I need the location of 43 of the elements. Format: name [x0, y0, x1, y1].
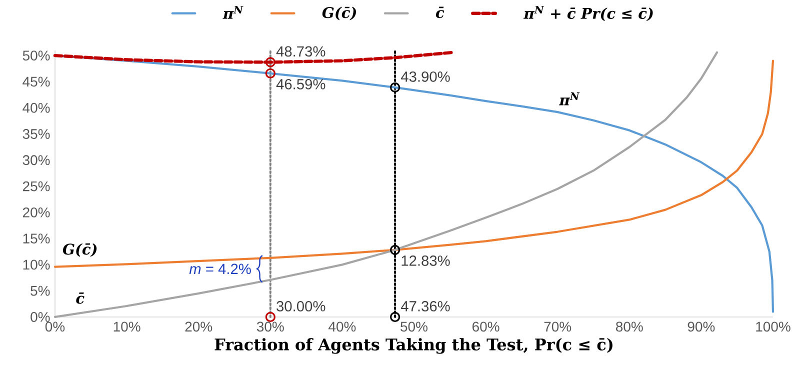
- point: [390, 244, 400, 255]
- data-label: 48.73%: [276, 46, 326, 57]
- y-tick-label: 30%: [22, 155, 50, 166]
- y-tick-label: 10%: [23, 260, 50, 270]
- point: [265, 312, 276, 322]
- annotation: 47.36%: [400, 301, 450, 312]
- point: [390, 82, 400, 93]
- x-tick-label: 30%: [256, 322, 284, 332]
- y-tick-label: 35%: [22, 129, 50, 139]
- x-tick-label: 60%: [472, 322, 500, 332]
- annotation: m = 4.2%: [189, 264, 251, 274]
- x-tick-label: 70%: [544, 322, 572, 332]
- text: π$^{N}$: [558, 92, 580, 106]
- y-tick-label: 0%: [30, 312, 50, 322]
- legend-label: c̄: [436, 6, 444, 18]
- x-tick-label: 100%: [756, 322, 790, 332]
- y-tick-label: 45%: [22, 76, 50, 87]
- y-tick-label: 15%: [23, 234, 50, 244]
- legend-label: π$^{N}$ + c̄ Pr(c ≤ c̄): [523, 6, 653, 22]
- point: [390, 312, 400, 322]
- x-tick-label: 10%: [114, 322, 140, 332]
- y-tick-label: 20%: [22, 207, 50, 218]
- point: [265, 57, 276, 68]
- x-tick-label: 20%: [185, 322, 212, 332]
- text: G(c̄): [62, 243, 97, 257]
- annotation: 30.00%: [276, 301, 326, 312]
- y-tick-label: 25%: [22, 181, 50, 192]
- x-tick-label: 50%: [400, 322, 428, 332]
- x-axis-title: Fraction of Agents Taking the Test, Pr(c ≤ c̄): [214, 338, 612, 354]
- point: [265, 68, 276, 78]
- x-tick-label: 80%: [616, 322, 643, 332]
- data-label: 43.90%: [400, 71, 450, 82]
- text: c̄: [76, 292, 84, 304]
- x-tick-label: 40%: [328, 322, 356, 332]
- y-tick-label: 50%: [22, 50, 50, 61]
- legend-label: G(c̄): [322, 6, 356, 20]
- x-tick-label: 0%: [45, 322, 65, 332]
- data-label: 12.83%: [402, 256, 450, 266]
- y-tick-label: 5%: [30, 286, 50, 296]
- y-tick-label: 40%: [22, 102, 50, 113]
- data-label: 46.59%: [276, 79, 326, 90]
- legend-label: π$^{N}$: [222, 6, 244, 19]
- x-tick-label: 90%: [688, 322, 715, 332]
